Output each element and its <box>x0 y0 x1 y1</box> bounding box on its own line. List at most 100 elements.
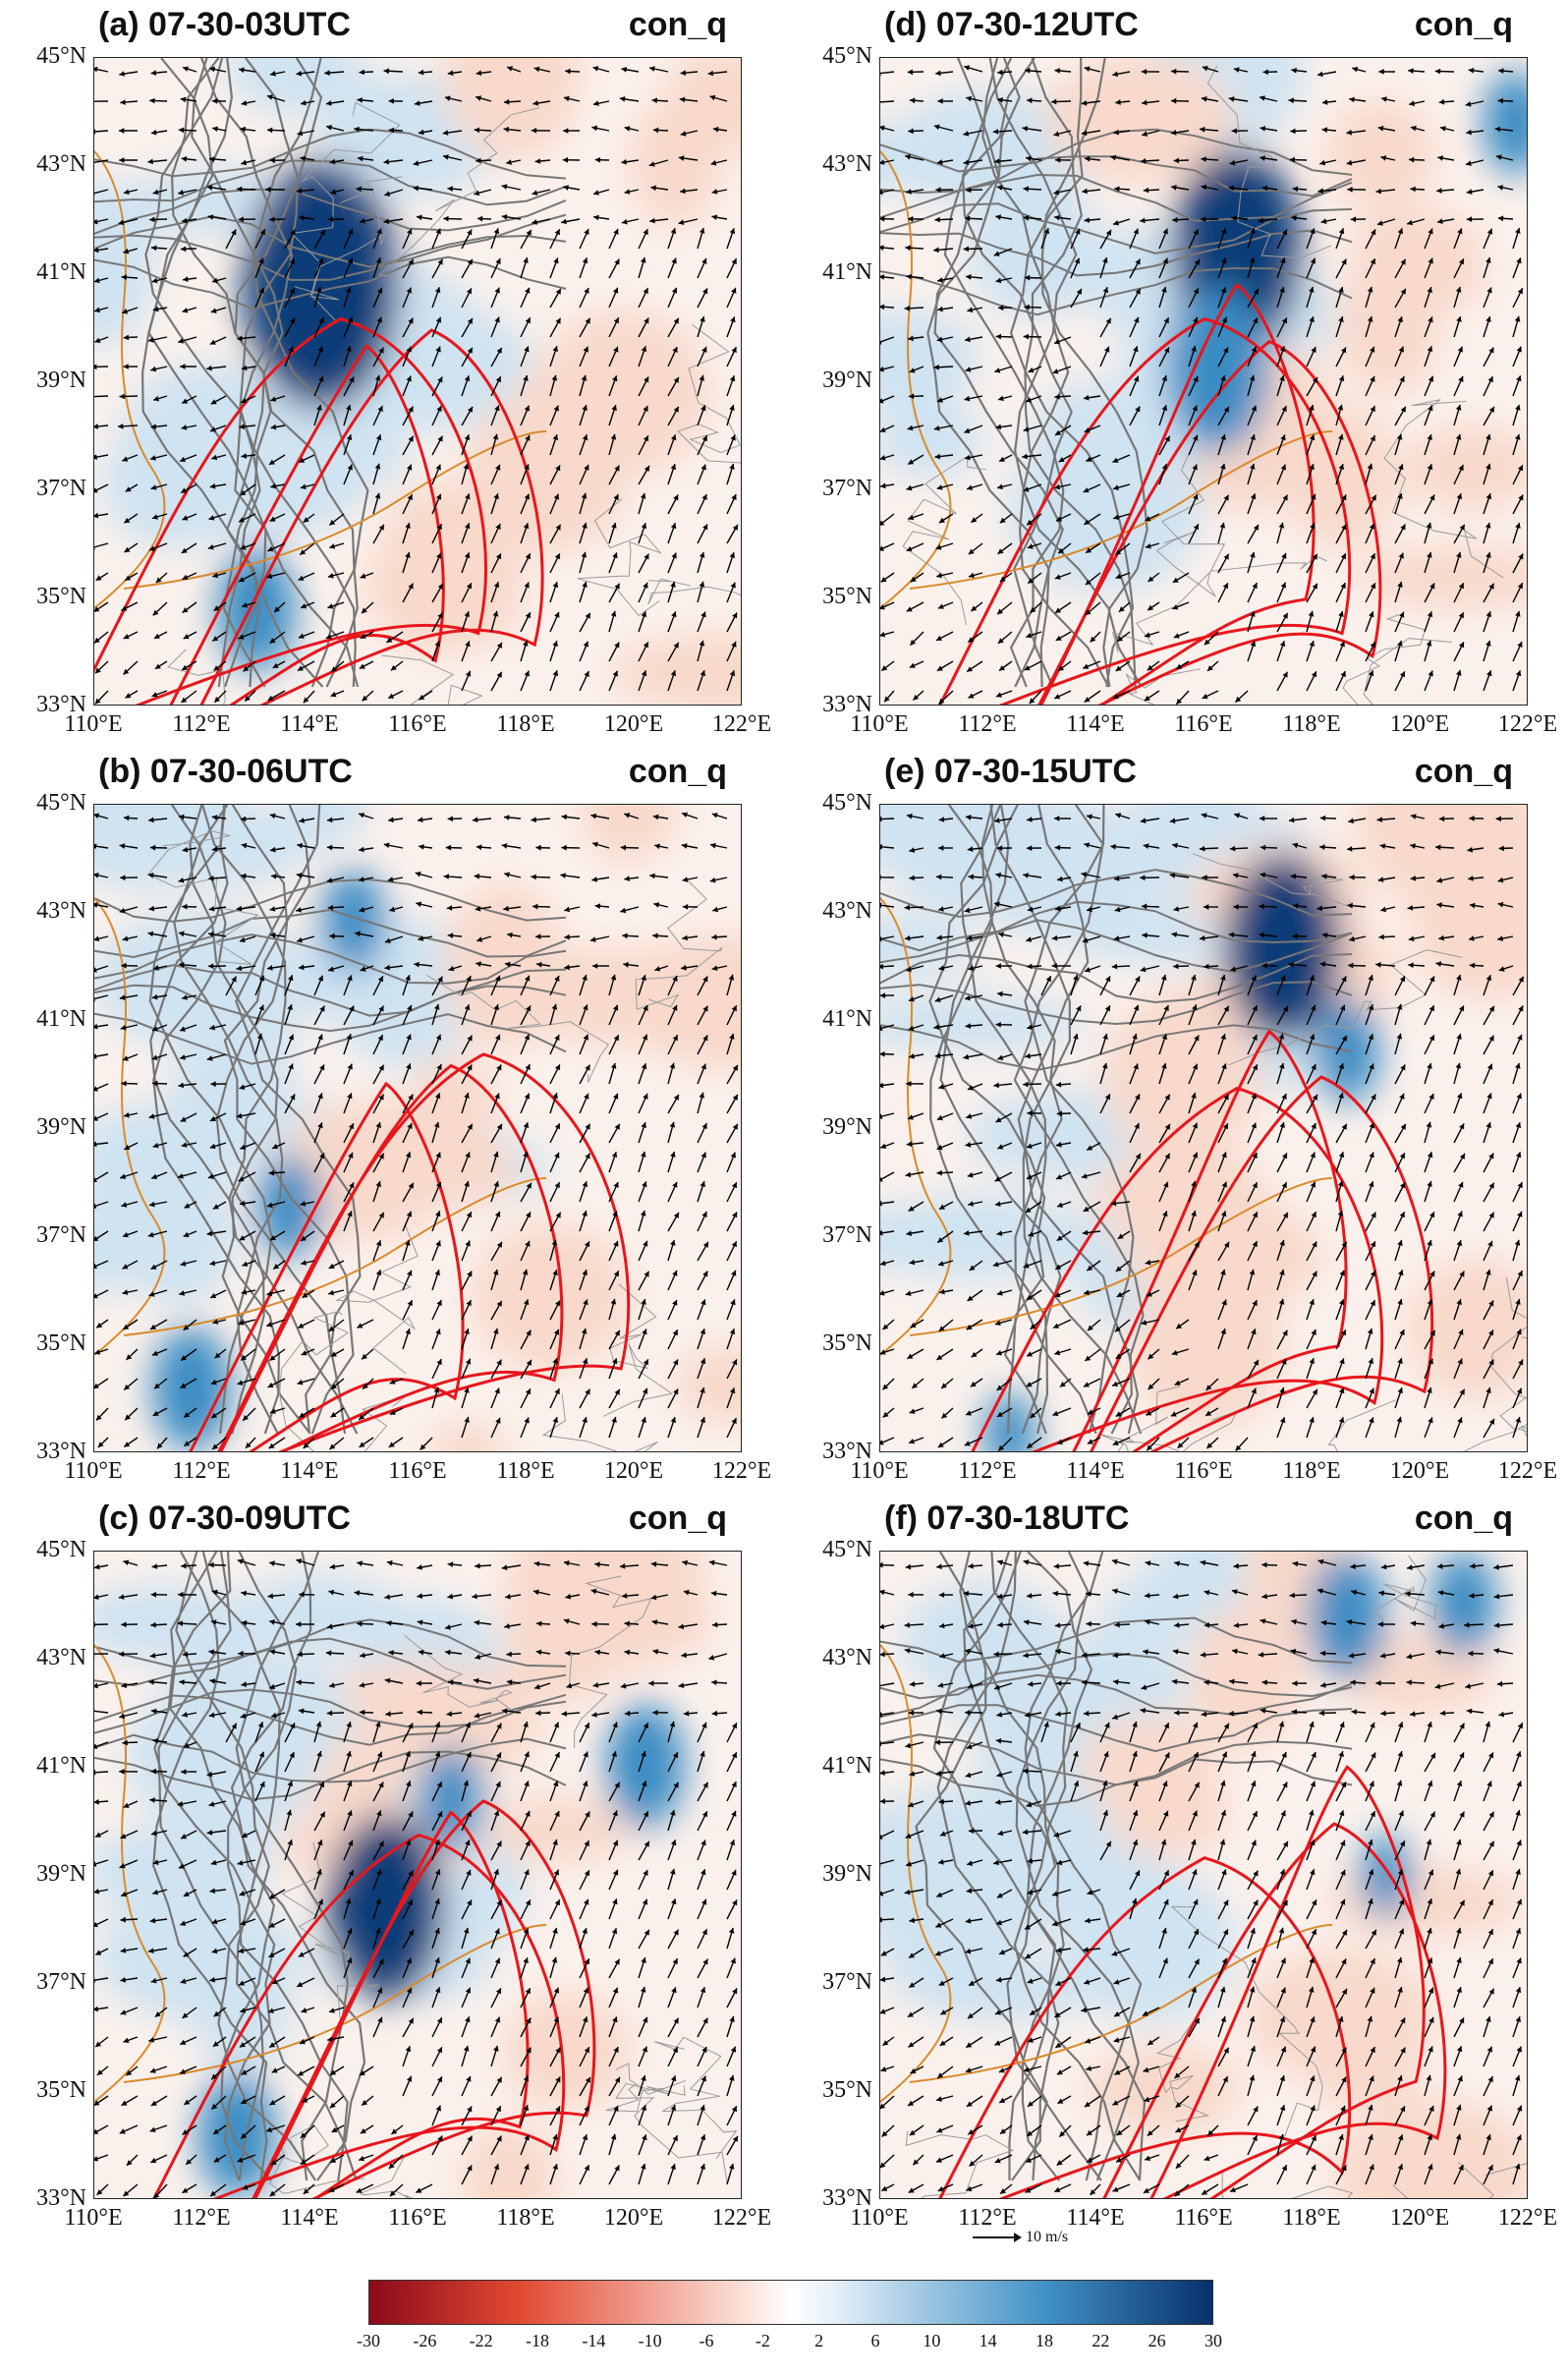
map-area <box>93 1551 742 2199</box>
map-panel: (e) 07-30-15UTC con_q 45°N 43°N 41°N 39°N 37°N… <box>786 747 1557 1523</box>
wind-vectors <box>94 812 739 1450</box>
lat-tick-label: 33°N <box>822 1439 872 1464</box>
map-canvas <box>94 805 741 1451</box>
colorbar: -30 -26 -22 -18 -14 -10 -6 -2 2 6 10 14 18 22 26 30 <box>357 2260 1222 2368</box>
colorbar-tick-label: -10 <box>638 2331 662 2350</box>
lon-tick-label: 118°E <box>1282 2205 1341 2231</box>
colorbar-tick-label: 2 <box>814 2331 824 2350</box>
colorbar-tick-label: 14 <box>979 2331 997 2350</box>
map-panel: (f) 07-30-18UTC con_q 45°N 43°N 41°N 39°N 37°N… <box>786 1494 1557 2270</box>
lon-tick-label: 122°E <box>711 711 772 737</box>
wind-vectors <box>880 813 1525 1451</box>
lat-tick-label: 33°N <box>822 2185 872 2211</box>
map-canvas <box>880 1552 1527 2198</box>
map-canvas <box>94 58 741 705</box>
lat-tick-label: 35°N <box>36 2077 86 2103</box>
panel-title: (a) 07-30-03UTC <box>98 6 351 43</box>
map-canvas <box>880 58 1527 705</box>
panel-variable: con_q <box>628 753 727 790</box>
panel-variable: con_q <box>628 6 727 43</box>
colorbar-tick-label: 30 <box>1204 2331 1222 2350</box>
lon-tick-label: 118°E <box>496 1458 555 1484</box>
shading-layer <box>880 1552 1527 2198</box>
lon-tick-label: 112°E <box>958 2205 1017 2231</box>
lat-tick-label: 39°N <box>36 368 86 393</box>
panel-title: (e) 07-30-15UTC <box>884 753 1137 790</box>
lat-tick-label: 41°N <box>36 259 86 285</box>
lon-tick-label: 120°E <box>1389 2205 1450 2231</box>
colorbar-tick-label: -14 <box>582 2331 606 2350</box>
lon-tick-label: 120°E <box>1389 711 1450 737</box>
lon-tick-label: 110°E <box>850 1458 909 1484</box>
reference-vector-label: 10 m/s <box>1026 2229 1069 2245</box>
lon-tick-label: 120°E <box>603 1458 664 1484</box>
map-panel: (d) 07-30-12UTC con_q 45°N 43°N 41°N 39°N 37°N… <box>786 0 1557 776</box>
lat-tick-label: 45°N <box>36 790 86 816</box>
front-contours <box>938 282 1382 705</box>
shading-layer <box>94 58 741 705</box>
lat-tick-label: 35°N <box>36 584 86 609</box>
front-contours <box>938 1765 1447 2198</box>
map-canvas <box>94 1552 739 2198</box>
lon-tick-label: 122°E <box>711 1458 772 1484</box>
lon-tick-label: 112°E <box>958 1458 1017 1484</box>
lat-tick-label: 39°N <box>36 1861 86 1887</box>
lat-tick-label: 41°N <box>36 1006 86 1032</box>
reference-arrow-icon <box>973 2233 1022 2243</box>
terrain-contours <box>94 805 567 1435</box>
lon-tick-label: 122°E <box>1497 1458 1558 1484</box>
lon-tick-label: 122°E <box>711 2205 772 2231</box>
front-contours <box>94 316 544 705</box>
lat-tick-label: 33°N <box>36 692 86 717</box>
lon-tick-label: 116°E <box>1174 2205 1233 2231</box>
lat-tick-label: 45°N <box>822 43 872 69</box>
lat-tick-label: 39°N <box>822 368 872 393</box>
province-borders <box>880 1555 1527 2198</box>
lon-tick-label: 112°E <box>172 1458 231 1484</box>
lat-tick-label: 45°N <box>822 1537 872 1562</box>
lon-tick-label: 112°E <box>958 711 1017 737</box>
province-borders <box>94 830 723 1451</box>
colorbar-tick-label: 18 <box>1036 2331 1053 2350</box>
lat-tick-label: 43°N <box>822 151 872 177</box>
lon-tick-label: 116°E <box>388 2205 447 2231</box>
lon-tick-label: 114°E <box>1066 711 1125 737</box>
lat-tick-label: 33°N <box>36 2185 86 2211</box>
lat-tick-label: 33°N <box>36 1439 86 1464</box>
lon-tick-label: 112°E <box>172 2205 231 2231</box>
lat-tick-label: 41°N <box>36 1753 86 1779</box>
lat-tick-label: 43°N <box>36 1645 86 1670</box>
reference-vector: 10 m/s <box>973 2229 1068 2246</box>
lon-tick-label: 116°E <box>388 711 447 737</box>
lon-tick-label: 114°E <box>280 1458 339 1484</box>
lon-tick-label: 116°E <box>388 1458 447 1484</box>
map-panel: (a) 07-30-03UTC con_q 45°N 43°N 41°N 39°N 37°N… <box>0 0 771 776</box>
lat-tick-label: 41°N <box>822 259 872 285</box>
wind-vectors <box>880 65 1524 705</box>
map-area <box>879 804 1528 1452</box>
lon-tick-label: 110°E <box>850 711 909 737</box>
panel-variable: con_q <box>1414 1499 1513 1537</box>
lon-tick-label: 114°E <box>280 2205 339 2231</box>
lat-tick-label: 37°N <box>822 476 872 501</box>
colorbar-tick-label: -18 <box>526 2331 549 2350</box>
lat-tick-label: 37°N <box>822 1222 872 1248</box>
lon-tick-label: 116°E <box>1174 711 1233 737</box>
panel-variable: con_q <box>1414 753 1513 790</box>
lat-tick-label: 43°N <box>36 151 86 177</box>
colorbar-tick-label: -26 <box>413 2331 437 2350</box>
lat-tick-label: 45°N <box>822 790 872 816</box>
lat-tick-label: 41°N <box>822 1006 872 1032</box>
lon-tick-label: 118°E <box>1282 711 1341 737</box>
lat-tick-label: 35°N <box>822 1330 872 1356</box>
lat-tick-label: 39°N <box>822 1114 872 1140</box>
map-area <box>879 57 1528 706</box>
lat-tick-label: 35°N <box>822 584 872 609</box>
colorbar-tick-label: 26 <box>1148 2331 1166 2350</box>
lat-tick-label: 45°N <box>36 1537 86 1562</box>
panel-variable: con_q <box>628 1499 727 1537</box>
wind-vectors <box>94 66 739 705</box>
lat-tick-label: 37°N <box>36 1969 86 1995</box>
terrain-contours <box>94 1552 567 2181</box>
map-area <box>93 804 742 1452</box>
